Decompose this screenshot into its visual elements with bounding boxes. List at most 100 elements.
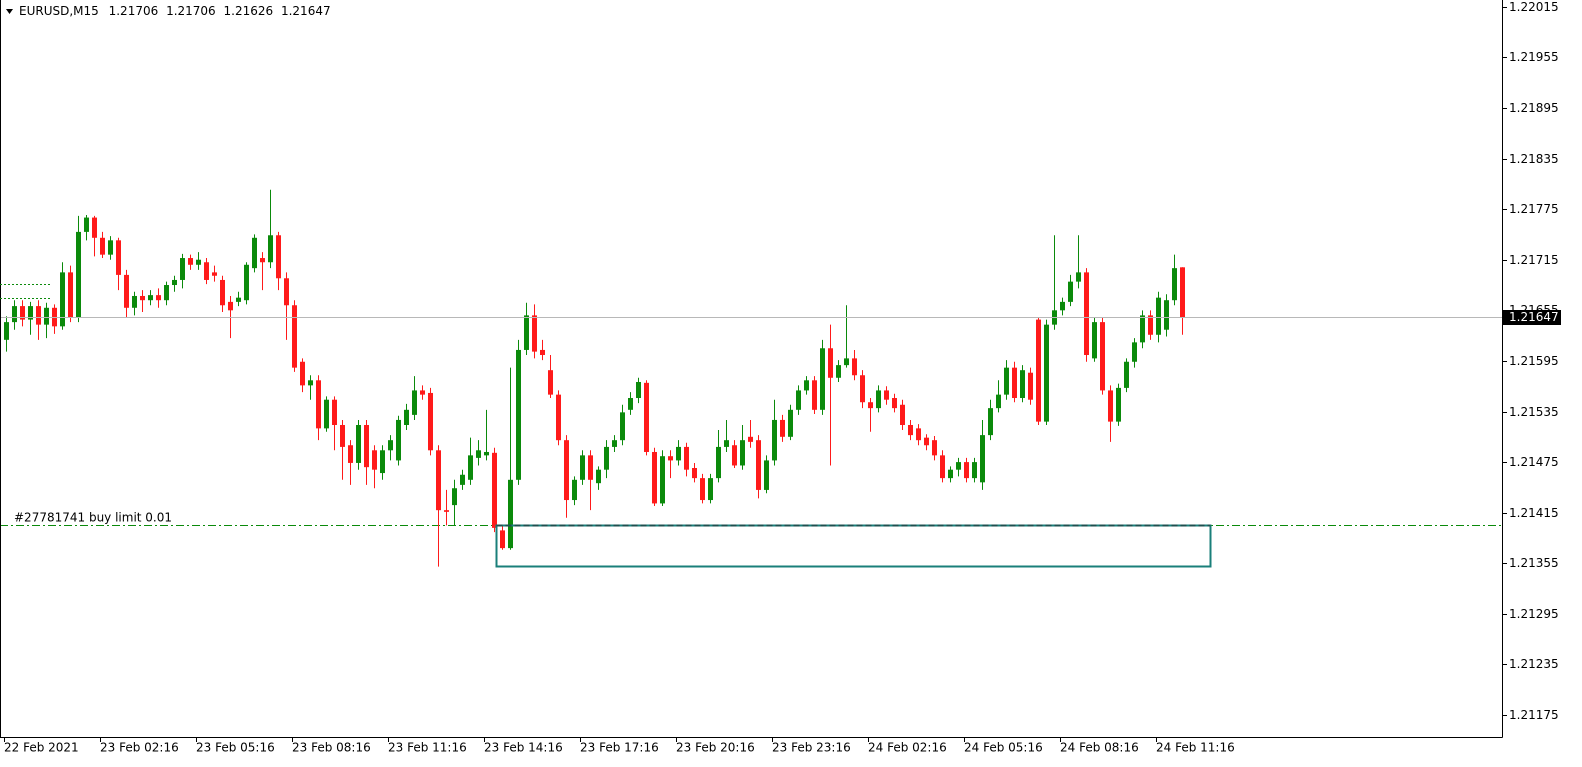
candle-body	[1012, 367, 1017, 399]
candle-body	[244, 264, 249, 301]
candle-body	[228, 301, 233, 311]
candle-body	[500, 530, 505, 549]
y-tick-label: 1.21715	[1509, 253, 1559, 267]
candle-body	[332, 399, 337, 425]
candle-body	[316, 380, 321, 429]
header-high: 1.21706	[166, 4, 216, 18]
candle-body	[468, 455, 473, 480]
symbol-menu-arrow[interactable]	[6, 9, 13, 14]
candle-body	[612, 440, 617, 447]
y-tick-label: 1.21835	[1509, 152, 1559, 166]
candle-body	[164, 285, 169, 301]
candle-body	[108, 240, 113, 255]
candle-body	[996, 394, 1001, 409]
candle-body	[580, 455, 585, 480]
x-tick-label: 23 Feb 14:16	[484, 741, 563, 755]
x-tick-label: 23 Feb 11:16	[388, 741, 467, 755]
y-tick-label: 1.21415	[1509, 506, 1559, 520]
candle-body	[676, 446, 681, 461]
candle-body	[748, 436, 753, 442]
candle-body	[668, 456, 673, 461]
y-tick-label: 1.21475	[1509, 455, 1559, 469]
candle-body	[116, 240, 121, 275]
candle-body	[916, 428, 921, 441]
x-tick-label: 23 Feb 20:16	[676, 741, 755, 755]
y-tick-label: 1.21355	[1509, 556, 1559, 570]
candle-body	[132, 295, 137, 308]
candle-body	[1084, 272, 1089, 356]
candle-body	[692, 468, 697, 479]
candle-body	[1100, 322, 1105, 391]
x-tick-label: 24 Feb 11:16	[1156, 741, 1235, 755]
y-tick-label: 1.21295	[1509, 607, 1559, 621]
candle-body	[732, 445, 737, 466]
candle-body	[388, 440, 393, 451]
candle-body	[596, 469, 601, 484]
x-tick-label: 24 Feb 05:16	[964, 741, 1043, 755]
candle-body	[372, 450, 377, 470]
candle-body	[1108, 390, 1113, 422]
candle-body	[796, 390, 801, 410]
candle-body	[292, 305, 297, 368]
candle-body	[76, 231, 81, 318]
candle-body	[484, 451, 489, 456]
symbol: EURUSD,M15	[19, 4, 99, 18]
candle-body	[564, 440, 569, 501]
candle-body	[716, 446, 721, 479]
candle-body	[412, 390, 417, 415]
candle-body	[620, 412, 625, 441]
candle-body	[1140, 315, 1145, 343]
candle-body	[60, 272, 65, 327]
candle-body	[876, 390, 881, 409]
candle-body	[1180, 267, 1185, 318]
price-label-box	[1503, 310, 1561, 325]
candle-body	[156, 295, 161, 301]
candle-body	[260, 258, 265, 263]
candle-body	[844, 358, 849, 366]
candle-body	[1132, 342, 1137, 362]
candle-body	[1172, 268, 1177, 301]
candle-body	[1092, 322, 1097, 359]
candle-body	[948, 469, 953, 479]
candle-body	[932, 440, 937, 456]
candle-body	[892, 398, 897, 409]
candle-body	[508, 479, 513, 549]
y-tick-label: 1.21775	[1509, 202, 1559, 216]
candle-body	[516, 349, 521, 480]
candle-body	[340, 424, 345, 447]
candle-body	[1028, 372, 1033, 400]
candle-body	[492, 452, 497, 528]
candle-body	[812, 380, 817, 410]
candle-body	[300, 361, 305, 386]
candle-body	[956, 462, 961, 470]
candle-body	[428, 392, 433, 451]
y-tick-label: 1.21535	[1509, 405, 1559, 419]
candle-body	[188, 258, 193, 265]
candle-body	[1004, 367, 1009, 395]
candle-body	[604, 446, 609, 470]
candle-body	[772, 419, 777, 461]
candle-body	[884, 390, 889, 400]
x-tick-label: 23 Feb 23:16	[772, 741, 851, 755]
x-tick-label: 23 Feb 08:16	[292, 741, 371, 755]
header-low: 1.21626	[224, 4, 274, 18]
candle-body	[556, 394, 561, 441]
candle-body	[660, 456, 665, 504]
candle-body	[196, 259, 201, 265]
candle-body	[124, 274, 129, 308]
candle-body	[868, 402, 873, 409]
x-tick-label: 24 Feb 02:16	[868, 741, 947, 755]
candle-body	[1124, 361, 1129, 388]
candle-body	[924, 437, 929, 446]
candle-body	[180, 258, 185, 280]
candle-body	[724, 440, 729, 447]
candle-body	[588, 455, 593, 480]
candle-body	[804, 380, 809, 391]
candle-body	[380, 450, 385, 474]
candle-body	[68, 272, 73, 318]
candle-body	[44, 307, 49, 325]
x-tick-label: 23 Feb 17:16	[580, 741, 659, 755]
candle-body	[172, 279, 177, 286]
